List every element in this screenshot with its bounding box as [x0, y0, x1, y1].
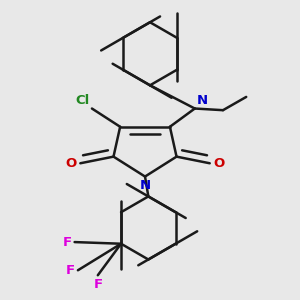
Text: N: N	[140, 179, 151, 192]
Text: O: O	[214, 157, 225, 170]
Text: O: O	[65, 157, 76, 170]
Text: Cl: Cl	[75, 94, 89, 107]
Text: F: F	[63, 236, 72, 249]
Text: F: F	[93, 278, 102, 291]
Text: N: N	[196, 94, 208, 107]
Text: F: F	[66, 264, 75, 277]
